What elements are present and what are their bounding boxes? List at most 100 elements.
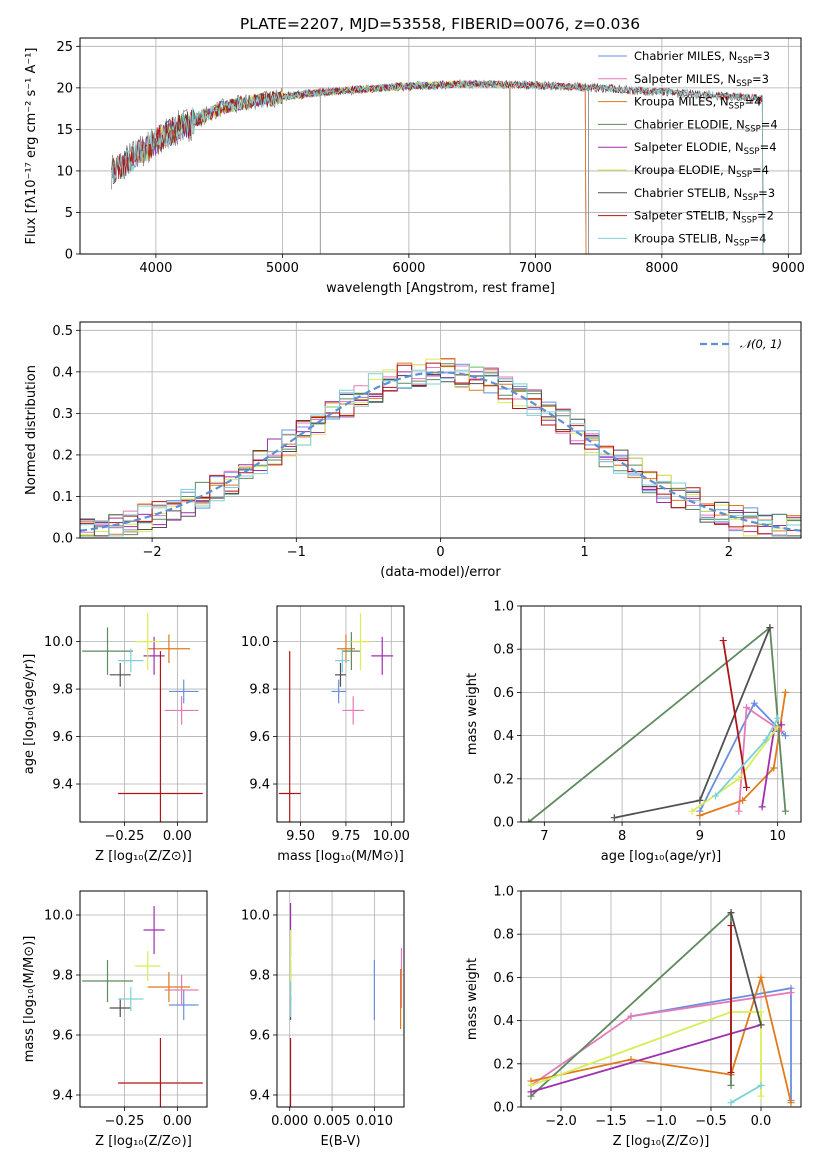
mass-weight-marker	[774, 714, 782, 722]
mass-weight-marker	[781, 807, 789, 815]
residuals-ytick-label: 0.1	[52, 490, 73, 505]
residuals-ytick-label: 0.4	[52, 365, 73, 380]
mass-weight-vs-Z-plot-area	[527, 909, 795, 1107]
mass-weight-vs-Z-xtick-label: −1.0	[645, 1114, 677, 1129]
legend-label: Chabrier ELODIE, NSSP=4	[634, 117, 778, 134]
mass-weight-marker	[696, 796, 704, 804]
mass-weight-marker	[727, 909, 735, 917]
spectrum-xtick-label: 5000	[266, 261, 299, 276]
mass-weight-vs-Z-ytick-label: 0.0	[493, 1101, 514, 1116]
residuals-xtick-label: 1	[581, 545, 589, 560]
age-vs-mass-xtick-label: 9.50	[286, 829, 315, 844]
residuals-xtick-label: 2	[725, 545, 733, 560]
age-vs-Z-plot-area	[82, 613, 203, 822]
legend-label-suffix: =3	[753, 49, 770, 63]
mass-weight-vs-Z-xtick-label: −1.5	[595, 1114, 627, 1129]
spectrum-xtick-label: 4000	[139, 261, 172, 276]
mass-weight-vs-Z-xtick-label: −0.5	[695, 1114, 727, 1129]
mass-weight-marker	[696, 812, 704, 820]
age-vs-Z-xlabel: Z [log₁₀(Z/Z⊙)]	[95, 849, 192, 864]
mass-weight-marker	[727, 922, 735, 930]
legend-label-subscript: SSP	[745, 124, 761, 134]
spectrum-model-line	[111, 79, 587, 254]
mass-weight-vs-Z-xtick-label: 0.0	[751, 1114, 772, 1129]
age-vs-mass-plot-area	[278, 613, 394, 822]
legend-label: Chabrier MILES, NSSP=3	[634, 49, 770, 66]
mass-weight-vs-age-ytick-label: 0.6	[493, 686, 514, 701]
mass-weight-vs-Z-ytick-label: 1.0	[493, 885, 514, 900]
legend-label-suffix: =2	[757, 209, 774, 223]
normal-reference-curve	[80, 371, 801, 532]
spectrum-ytick-label: 20	[56, 81, 73, 96]
mass-weight-marker	[527, 1081, 535, 1089]
mass-vs-Z-ytick-label: 9.4	[52, 1089, 73, 1104]
mass-vs-EBV-xtick-label: 0.000	[271, 1114, 308, 1129]
mass-weight-vs-age-xtick-label: 10	[769, 829, 786, 844]
age-vs-mass-xtick-label: 9.75	[331, 829, 360, 844]
mass-vs-EBV-frame	[276, 890, 405, 1108]
spectrum-model-line	[111, 80, 587, 254]
mass-weight-marker	[757, 1081, 765, 1089]
spectrum-xtick-label: 6000	[392, 261, 425, 276]
age-vs-mass-ytick-label: 9.4	[249, 778, 270, 793]
spectrum-model-line	[111, 79, 587, 254]
mass-weight-vs-age-plot-area	[525, 624, 789, 822]
legend-label-subscript: SSP	[734, 238, 750, 248]
legend-label-subscript: SSP	[736, 170, 752, 180]
spectrum-ytick-label: 10	[56, 164, 73, 179]
legend-label: Kroupa ELODIE, NSSP=4	[634, 163, 769, 180]
legend-label: 𝒩(0, 1)	[740, 337, 782, 351]
legend-label-subscript: SSP	[741, 216, 757, 226]
mass-weight-marker	[627, 1012, 635, 1020]
mass-weight-marker	[727, 1081, 735, 1089]
mass-weight-line	[530, 1011, 762, 1097]
spectrum-xlabel: wavelength [Angstrom, rest frame]	[326, 281, 555, 296]
age-vs-Z-ylabel: age [log₁₀(age/yr)]	[22, 654, 37, 775]
legend-label-subscript: SSP	[729, 102, 745, 112]
residuals-xlabel: (data-model)/error	[380, 565, 501, 580]
mass-weight-vs-age-xtick-label: 7	[540, 829, 548, 844]
mass-weight-marker	[719, 637, 727, 645]
age-vs-Z-ytick-label: 9.6	[52, 730, 73, 745]
mass-weight-line	[730, 912, 762, 1026]
spectrum-ytick-label: 0	[65, 248, 73, 263]
legend-label: Kroupa MILES, NSSP=4	[634, 95, 761, 112]
mass-weight-vs-Z-frame	[520, 890, 802, 1108]
mass-vs-Z-ytick-label: 9.6	[52, 1029, 73, 1044]
mass-weight-vs-age-xtick-label: 8	[618, 829, 626, 844]
mass-weight-marker	[627, 1055, 635, 1063]
mass-weight-vs-age-ytick-label: 0.4	[493, 729, 514, 744]
figure-title: PLATE=2207, MJD=53558, FIBERID=0076, z=0…	[240, 15, 640, 33]
spectrum-ytick-label: 25	[56, 40, 73, 55]
legend-label: Salpeter MILES, NSSP=3	[634, 72, 769, 89]
residuals-frame	[79, 321, 802, 539]
mass-weight-line	[530, 1024, 762, 1093]
mass-weight-vs-Z-ytick-label: 0.8	[493, 928, 514, 943]
mass-weight-marker	[758, 803, 766, 811]
mass-weight-marker	[762, 736, 770, 744]
mass-weight-marker	[774, 723, 782, 731]
legend-label-subscript: SSP	[744, 147, 760, 157]
mass-weight-vs-age-xlabel: age [log₁₀(age/yr)]	[601, 849, 722, 864]
mass-weight-marker	[787, 1099, 795, 1107]
spectrum-ylabel: Flux [fλ10⁻¹⁷ erg cm⁻² s⁻¹ A⁻¹]	[24, 48, 39, 245]
mass-weight-line	[722, 640, 748, 788]
age-vs-mass-ytick-label: 9.8	[249, 683, 270, 698]
mass-weight-marker	[727, 1068, 735, 1076]
mass-weight-vs-age-grid	[521, 605, 801, 823]
legend-label: Kroupa STELIB, NSSP=4	[634, 231, 766, 248]
legend-label-suffix: =4	[760, 140, 777, 154]
legend-label-suffix: =4	[749, 231, 766, 245]
spectrum-model-line	[111, 79, 764, 254]
mass-vs-EBV-ytick-label: 9.8	[249, 969, 270, 984]
mass-weight-marker	[787, 989, 795, 997]
mass-weight-marker	[727, 1099, 735, 1107]
mass-vs-Z-ytick-label: 10.0	[44, 909, 73, 924]
mass-vs-Z-xtick-label: 0.00	[163, 1114, 192, 1129]
spectrum-ytick-label: 15	[56, 123, 73, 138]
legend-label-suffix: =3	[752, 72, 769, 86]
residuals-xtick-label: −1	[287, 545, 306, 560]
mass-vs-EBV-ytick-label: 10.0	[241, 909, 270, 924]
mass-weight-vs-Z-xlabel: Z [log₁₀(Z/Z⊙)]	[613, 1134, 710, 1149]
